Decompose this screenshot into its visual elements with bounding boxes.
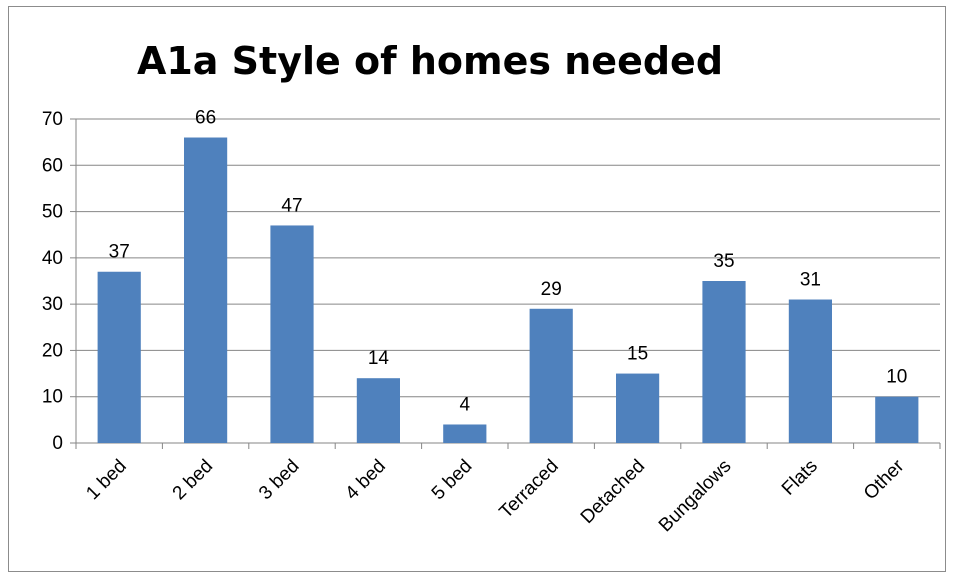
chart-frame [8,6,946,572]
x-axis-tick-labels: 1 bed 2 bed 3 bed 4 bed 5 bed Terraced Detache… [82,455,909,536]
bar-bungalows [702,281,746,443]
data-label: 15 [627,344,648,365]
x-tick-label: Flats [778,456,822,500]
bar-flats [788,299,832,443]
bar-5-bed [443,424,487,443]
data-labels: 37 66 47 14 4 29 15 35 31 10 [109,108,908,416]
y-tick-label: 30 [42,294,63,315]
bar-4-bed [356,378,400,443]
bar-other [875,396,919,443]
y-tick-label: 40 [42,248,63,269]
x-tick-label: Bungalows [655,456,736,537]
data-label: 14 [368,348,390,369]
data-label: 37 [109,242,130,263]
data-label: 66 [195,108,216,129]
bar-2-bed [184,137,228,443]
y-tick-label: 10 [42,387,63,408]
bar-3-bed [270,225,314,443]
y-axis-tick-labels: 0 10 20 30 40 50 60 70 [42,109,76,454]
x-tick-label: 5 bed [428,456,476,504]
x-tick-label: 3 bed [255,456,303,504]
y-tick-label: 50 [42,202,63,223]
bars [97,137,919,443]
data-label: 29 [541,279,562,300]
x-tick-label: Detached [577,456,649,528]
data-label: 10 [886,367,907,388]
x-tick-label: 4 bed [341,456,389,504]
data-label: 4 [460,394,471,415]
y-tick-label: 0 [52,433,63,454]
chart-title: A1a Style of homes needed [137,39,723,83]
data-label: 31 [800,270,821,291]
data-label: 35 [713,251,734,272]
y-tick-label: 60 [42,155,63,176]
bar-detached [616,373,660,443]
y-tick-label: 20 [42,340,63,361]
x-tick-label: Terraced [496,456,563,523]
data-label: 47 [281,195,302,216]
x-tick-label: Other [860,455,909,504]
bar-1-bed [97,271,141,443]
x-tick-label: 2 bed [169,456,217,504]
x-tick-label: 1 bed [82,456,130,504]
y-tick-label: 70 [42,109,63,130]
bar-terraced [529,308,573,443]
